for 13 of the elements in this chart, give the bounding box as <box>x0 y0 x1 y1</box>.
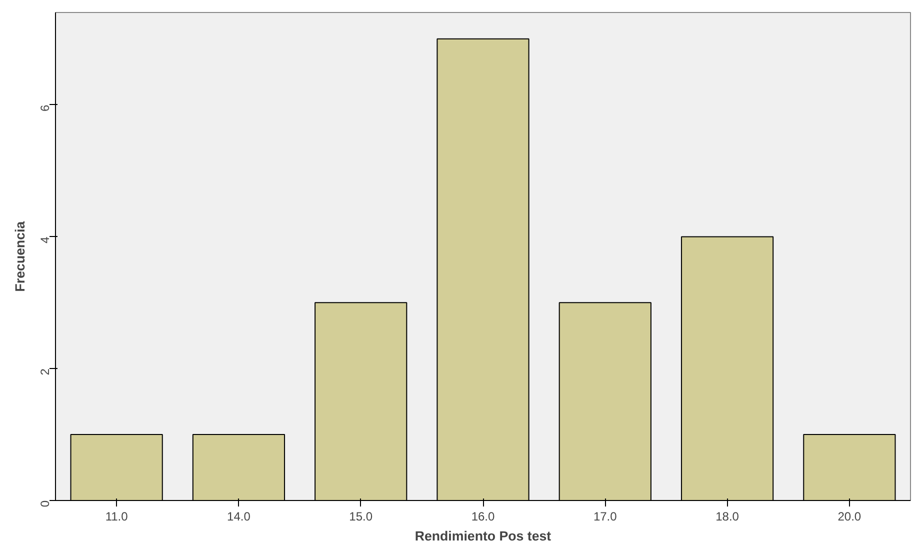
x-tick-label: 18.0 <box>716 510 740 524</box>
y-tick-label: 6 <box>38 104 52 112</box>
x-tick-label: 16.0 <box>471 510 496 524</box>
y-tick-label: 0 <box>38 500 52 508</box>
y-axis-title: Frecuencia <box>12 220 28 292</box>
y-tick-label: 4 <box>38 236 52 244</box>
x-tick-label: 15.0 <box>349 510 373 524</box>
x-tick-label: 11.0 <box>105 510 128 524</box>
x-axis-title: Rendimiento Pos test <box>414 528 552 544</box>
x-tick-label: 14.0 <box>227 510 251 524</box>
x-tick-label: 17.0 <box>593 510 618 524</box>
y-tick-label: 2 <box>38 368 52 376</box>
x-tick-label: 20.0 <box>838 510 862 524</box>
